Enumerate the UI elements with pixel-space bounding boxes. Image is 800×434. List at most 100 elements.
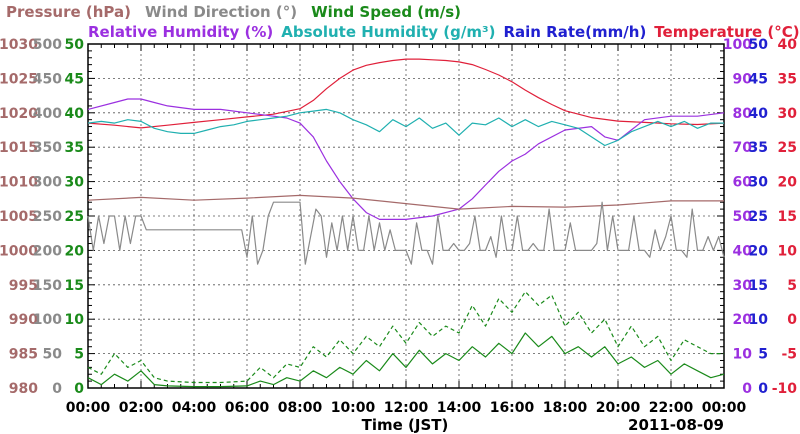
y-tick-label-wind-direction: 150 [33, 278, 62, 294]
y-tick-label-temperature: 15 [778, 209, 797, 225]
y-tick-label-wind-direction: 450 [33, 71, 62, 87]
y-tick-label-relative-humidity: 60 [733, 175, 753, 191]
y-tick-label-relative-humidity: 10 [733, 347, 753, 363]
legend-pressure: Pressure (hPa) [6, 3, 131, 21]
y-tick-label-wind-direction: 500 [33, 37, 62, 53]
header-labels: Pressure (hPa) Wind Direction (°) Wind Spe… [6, 3, 800, 41]
y-tick-label-wind-direction: 200 [33, 243, 62, 259]
y-tick-label-wind-direction: 400 [33, 106, 62, 122]
series-relative-humidity [87, 98, 725, 220]
y-tick-label-wind-speed: 10 [65, 312, 85, 328]
y-tick-label-relative-humidity: 20 [733, 312, 753, 328]
y-tick-label-rain-rate: 25 [749, 209, 768, 225]
y-tick-label-temperature: -10 [772, 381, 798, 397]
y-tick-label-wind-direction: 250 [33, 209, 62, 225]
y-tick-label-rain-rate: 50 [749, 37, 769, 53]
y-tick-label-relative-humidity: 90 [733, 71, 753, 87]
y-tick-label-wind-speed: 25 [65, 209, 84, 225]
y-tick-label-relative-humidity: 50 [733, 209, 753, 225]
y-tick-label-rain-rate: 10 [749, 312, 769, 328]
y-tick-label-wind-speed: 40 [65, 106, 85, 122]
y-tick-label-wind-direction: 100 [33, 312, 62, 328]
y-tick-label-wind-direction: 0 [52, 381, 62, 397]
y-tick-label-pressure: 1000 [0, 243, 38, 259]
y-tick-label-temperature: 10 [778, 243, 798, 259]
axis-tick-labels: 1030102510201015101010051000995990985980… [0, 37, 797, 416]
y-tick-label-pressure: 1005 [0, 209, 38, 225]
series-temperature-c [87, 58, 725, 129]
x-tick-label: 16:00 [490, 400, 535, 416]
y-tick-label-wind-speed: 0 [74, 381, 84, 397]
series-wind-direction [87, 201, 725, 265]
y-tick-label-rain-rate: 30 [749, 175, 769, 191]
y-tick-label-rain-rate: 20 [749, 243, 769, 259]
x-tick-label: 00:00 [66, 400, 111, 416]
legend-absolute-humidity: Absolute Humidity (g/m³) [281, 23, 495, 41]
y-tick-label-temperature: 0 [787, 312, 797, 328]
x-tick-label: 02:00 [119, 400, 164, 416]
y-tick-label-rain-rate: 45 [749, 71, 768, 87]
y-tick-label-pressure: 1020 [0, 106, 38, 122]
y-tick-label-relative-humidity: 70 [733, 140, 753, 156]
y-tick-label-rain-rate: 5 [758, 347, 768, 363]
series-wind-speed-gust-m-s [87, 291, 724, 384]
y-tick-label-wind-speed: 20 [65, 243, 85, 259]
x-tick-label: 14:00 [437, 400, 482, 416]
legend-temperature: Temperature (°C) [654, 23, 799, 41]
x-tick-label: 08:00 [278, 400, 323, 416]
x-tick-label: 22:00 [649, 400, 694, 416]
legend-rain-rate: Rain Rate(mm/h) [503, 23, 646, 41]
y-tick-label-wind-speed: 15 [65, 278, 84, 294]
y-tick-label-pressure: 1015 [0, 140, 38, 156]
y-tick-label-temperature: 35 [778, 71, 797, 87]
y-tick-label-wind-speed: 30 [65, 175, 85, 191]
x-tick-label: 06:00 [225, 400, 270, 416]
y-tick-label-wind-direction: 350 [33, 140, 62, 156]
y-tick-label-relative-humidity: 30 [733, 278, 753, 294]
x-tick-label: 12:00 [384, 400, 429, 416]
y-tick-label-wind-speed: 45 [65, 71, 84, 87]
x-tick-label: 00:00 [702, 400, 747, 416]
legend-relative-humidity: Relative Humidity (%) [88, 23, 273, 41]
y-tick-label-wind-speed: 35 [65, 140, 84, 156]
x-tick-label: 04:00 [172, 400, 217, 416]
y-tick-label-rain-rate: 15 [749, 278, 768, 294]
y-tick-label-relative-humidity: 40 [733, 243, 753, 259]
y-tick-label-temperature: -5 [781, 347, 797, 363]
y-tick-label-temperature: 40 [778, 37, 798, 53]
x-tick-label: 20:00 [596, 400, 641, 416]
y-tick-label-wind-speed: 50 [65, 37, 85, 53]
y-tick-label-rain-rate: 35 [749, 140, 768, 156]
y-tick-label-pressure: 990 [9, 312, 38, 328]
y-tick-label-pressure: 1010 [0, 175, 38, 191]
y-tick-label-pressure: 995 [9, 278, 38, 294]
y-tick-label-relative-humidity: 80 [733, 106, 753, 122]
y-tick-label-pressure: 1025 [0, 71, 38, 87]
series-wind-speed-m-s [87, 332, 725, 388]
y-tick-label-pressure: 985 [9, 347, 38, 363]
y-tick-label-temperature: 5 [787, 278, 797, 294]
y-tick-label-wind-speed: 5 [74, 347, 84, 363]
y-tick-label-pressure: 1030 [0, 37, 38, 53]
y-tick-label-relative-humidity: 100 [723, 37, 752, 53]
data-series [87, 58, 725, 388]
y-tick-label-temperature: 20 [778, 175, 798, 191]
y-tick-label-pressure: 980 [9, 381, 38, 397]
y-tick-label-wind-direction: 300 [33, 175, 62, 191]
y-tick-label-temperature: 30 [778, 106, 798, 122]
y-tick-label-temperature: 25 [778, 140, 797, 156]
legend-wind-direction: Wind Direction (°) [145, 3, 297, 21]
y-tick-label-wind-direction: 50 [43, 347, 63, 363]
x-tick-label: 18:00 [543, 400, 588, 416]
series-pressure-hpa [87, 194, 724, 210]
x-tick-label: 10:00 [331, 400, 376, 416]
date-label: 2011-08-09 [628, 416, 724, 434]
y-tick-label-relative-humidity: 0 [742, 381, 752, 397]
x-axis-label: Time (JST) [362, 416, 449, 434]
plot-grid [87, 43, 725, 389]
legend-wind-speed: Wind Speed (m/s) [311, 3, 461, 21]
series-absolute-humidity-g-m [87, 108, 724, 147]
y-tick-label-rain-rate: 40 [749, 106, 769, 122]
y-tick-label-rain-rate: 0 [758, 381, 768, 397]
